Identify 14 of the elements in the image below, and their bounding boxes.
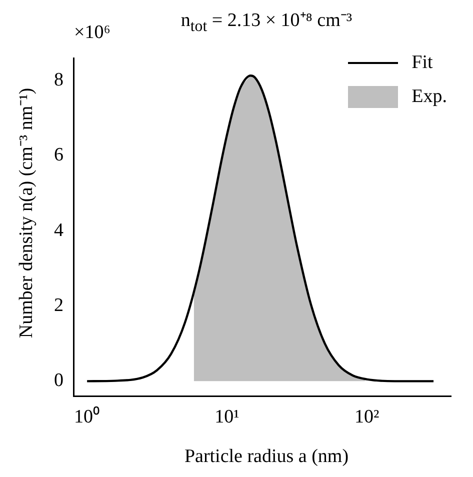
x-tick-label: 10¹ xyxy=(214,406,240,428)
chart-title: n$_{tot}$ = 2.13 × 10⁺⁸ cm⁻³ xyxy=(180,10,352,35)
x-axis-title: Particle radius a (nm) xyxy=(183,446,350,468)
x-tick-label: 10² xyxy=(354,406,380,428)
y-tick-label: 8 xyxy=(54,70,64,91)
text: ×10⁶ xyxy=(74,22,110,44)
y-tick-label: 4 xyxy=(54,220,64,241)
legend-label: Exp. xyxy=(412,86,447,108)
y-tick-label: 2 xyxy=(54,295,64,316)
y-tick-label: 6 xyxy=(54,144,64,166)
legend-label: Fit xyxy=(412,52,433,74)
y-tick-label: 0 xyxy=(54,370,64,392)
y-axis-title: Number density n(a) (cm⁻³ nm⁻¹) xyxy=(15,86,38,340)
x-tick-label: 10⁰ xyxy=(74,406,100,428)
